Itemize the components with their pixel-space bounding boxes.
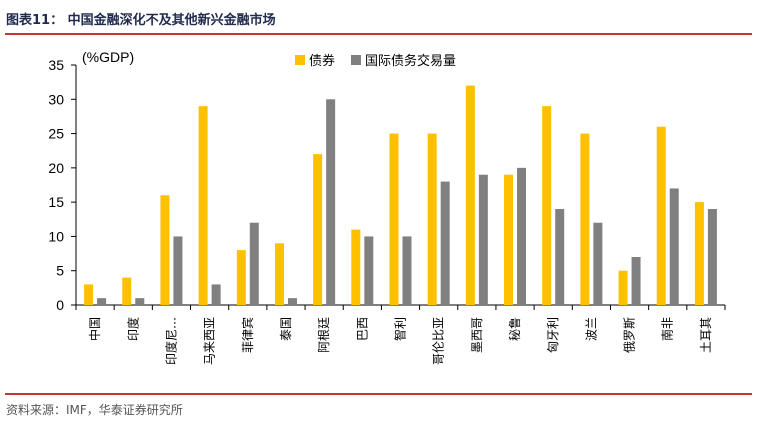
y-unit-label: (%GDP) [82,49,134,65]
bar-bonds [618,270,628,305]
bar-bonds [542,106,552,306]
bar-bonds [122,277,132,305]
bar-bonds [274,243,284,305]
bar-bonds [84,284,94,305]
source-note: 资料来源：IMF，华泰证券研究所 [6,403,183,417]
x-category-label: 泰国 [279,317,293,341]
bar-bonds [465,85,475,305]
bar-bonds [427,133,437,305]
bar-bonds [656,126,666,305]
bar-bonds [160,195,170,305]
legend-label: 债券 [309,53,335,69]
y-tick-label: 35 [48,57,64,73]
bar-intl-debt [593,222,603,305]
bar-intl-debt [478,174,488,305]
y-tick-label: 20 [48,160,64,176]
legend-swatch [351,55,361,65]
bar-bonds [236,250,246,305]
x-category-label: 巴西 [355,317,369,341]
x-category-label: 波兰 [584,317,598,341]
bar-intl-debt [517,167,527,305]
y-tick-label: 10 [48,228,64,244]
y-tick-label: 15 [48,194,64,210]
x-category-label: 匈牙利 [546,317,560,353]
x-category-label: 印度尼… [163,317,178,365]
x-category-label: 土耳其 [699,317,713,353]
bar-intl-debt [402,236,412,305]
bar-bonds [694,202,704,305]
x-category-label: 菲律宾 [240,317,255,353]
bar-bonds [504,174,514,305]
x-category-label: 智利 [393,317,408,341]
chart-axes [71,64,726,310]
x-category-label: 马来西亚 [203,317,217,365]
bar-bonds [198,106,208,306]
bar-intl-debt [211,284,221,305]
x-category-label: 哥伦比亚 [431,317,446,365]
x-category-label: 墨西哥 [470,317,484,353]
chart-bars [84,85,717,306]
bar-intl-debt [173,236,183,305]
figure-title: 图表11： 中国金融深化不及其他新兴金融市场 [6,13,276,28]
y-tick-label: 5 [56,263,64,279]
legend-label: 国际债务交易量 [365,53,456,69]
x-category-label: 中国 [87,317,102,341]
bar-bonds [313,154,323,305]
bar-intl-debt [631,257,641,305]
bar-intl-debt [326,99,336,306]
bar-intl-debt [669,188,679,305]
x-category-label: 秘鲁 [508,317,522,341]
bar-bonds [580,133,590,305]
y-tick-label: 0 [56,297,64,313]
chart-legend: 债券 国际债务交易量 [295,53,456,69]
x-category-label: 阿根廷 [317,317,331,353]
legend-swatch [295,55,305,65]
title-divider [5,33,752,35]
source-divider [5,393,752,395]
bar-intl-debt [440,181,450,305]
bar-intl-debt [555,209,565,305]
y-tick-label: 30 [48,91,64,107]
bar-bonds [389,133,399,305]
bar-intl-debt [249,222,259,305]
y-tick-label: 25 [48,126,64,142]
chart-labels: 0 5 10 15 20 25 30 35 中国 印度 印度尼… 马来西亚 菲律宾 泰国 阿根廷 巴西 智利 哥伦… [48,57,712,365]
x-category-label: 南非 [660,317,675,341]
bar-intl-debt [97,298,107,305]
bar-bonds [351,229,361,305]
x-category-label: 俄罗斯 [623,317,637,353]
bar-intl-debt [364,236,374,305]
x-category-label: 印度 [125,317,140,341]
bar-intl-debt [135,298,145,305]
bar-intl-debt [707,209,717,305]
bar-intl-debt [287,298,297,305]
